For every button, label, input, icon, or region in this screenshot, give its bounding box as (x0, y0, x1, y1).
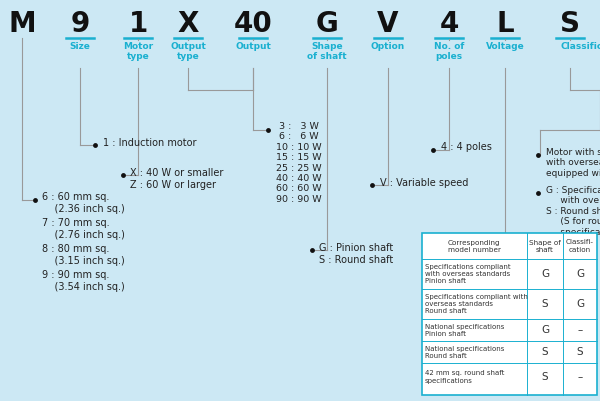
Text: 9: 9 (70, 10, 89, 38)
Text: G: G (541, 269, 549, 279)
Text: 3 :   3 W
 6 :   6 W
10 : 10 W
15 : 15 W
25 : 25 W
40 : 40 W
60 : 60 W
90 : 90 W: 3 : 3 W 6 : 6 W 10 : 10 W 15 : 15 W 25 :… (276, 122, 322, 204)
Text: G: G (576, 299, 584, 309)
Text: National specifications
Round shaft: National specifications Round shaft (425, 346, 505, 358)
Text: –: – (577, 372, 583, 382)
Text: 9 : 90 mm sq.
    (3.54 inch sq.): 9 : 90 mm sq. (3.54 inch sq.) (42, 270, 125, 292)
Text: Shape of
shaft: Shape of shaft (529, 239, 561, 253)
Text: Specifications compliant with
overseas standards
Round shaft: Specifications compliant with overseas s… (425, 294, 528, 314)
Text: Option: Option (371, 42, 405, 51)
Text: Shape
of shaft: Shape of shaft (307, 42, 347, 61)
Text: G: G (576, 269, 584, 279)
Text: No. of
poles: No. of poles (434, 42, 464, 61)
Text: G: G (316, 10, 338, 38)
Text: Size: Size (70, 42, 91, 51)
Text: S: S (542, 372, 548, 382)
Text: 7 : 70 mm sq.
    (2.76 inch sq.): 7 : 70 mm sq. (2.76 inch sq.) (42, 218, 125, 240)
Text: Classifi-
cation: Classifi- cation (566, 239, 594, 253)
Text: V: V (377, 10, 399, 38)
Text: G: G (541, 325, 549, 335)
Text: –: – (577, 325, 583, 335)
Text: 6 : 60 mm sq.
    (2.36 inch sq.): 6 : 60 mm sq. (2.36 inch sq.) (42, 192, 125, 214)
Text: 40: 40 (233, 10, 272, 38)
Text: X: X (178, 10, 199, 38)
Text: S: S (577, 347, 583, 357)
Text: L: L (496, 10, 514, 38)
Text: V : Variable speed: V : Variable speed (380, 178, 469, 188)
Bar (422, 233, 597, 395)
Text: Motor
type: Motor type (123, 42, 153, 61)
Text: M: M (8, 10, 36, 38)
Text: Classification: Classification (561, 42, 600, 51)
Text: 1 : Induction motor: 1 : Induction motor (103, 138, 197, 148)
Text: Output: Output (235, 42, 271, 51)
Text: Output
type: Output type (170, 42, 206, 61)
Text: 1: 1 (128, 10, 148, 38)
Text: 4: 4 (439, 10, 458, 38)
Text: G : Pinion shaft
S : Round shaft: G : Pinion shaft S : Round shaft (319, 243, 393, 265)
Text: 42 mm sq. round shaft
specifications: 42 mm sq. round shaft specifications (425, 371, 505, 383)
Text: 4 : 4 poles: 4 : 4 poles (441, 142, 492, 152)
Text: National specifications
Pinion shaft: National specifications Pinion shaft (425, 324, 505, 336)
Text: Corresponding
model number: Corresponding model number (448, 239, 500, 253)
Text: S: S (542, 299, 548, 309)
Text: G : Specifications compliant
     with overseas standards
S : Round shaft
     (: G : Specifications compliant with overse… (546, 186, 600, 237)
Text: 8 : 80 mm sq.
    (3.15 inch sq.): 8 : 80 mm sq. (3.15 inch sq.) (42, 244, 125, 265)
Text: L : 100 V
Y : 200 V
D : 110/115 V
G : 220/230 V: L : 100 V Y : 200 V D : 110/115 V G : 22… (498, 278, 565, 323)
Text: X : 40 W or smaller
Z : 60 W or larger: X : 40 W or smaller Z : 60 W or larger (130, 168, 223, 190)
Text: Specifications compliant
with overseas standards
Pinion shaft: Specifications compliant with overseas s… (425, 264, 511, 284)
Text: S: S (560, 10, 580, 38)
Text: S: S (542, 347, 548, 357)
Text: Motor with specifications compliant
with overseas standards that is not
equipped: Motor with specifications compliant with… (546, 148, 600, 178)
Text: Voltage: Voltage (485, 42, 524, 51)
